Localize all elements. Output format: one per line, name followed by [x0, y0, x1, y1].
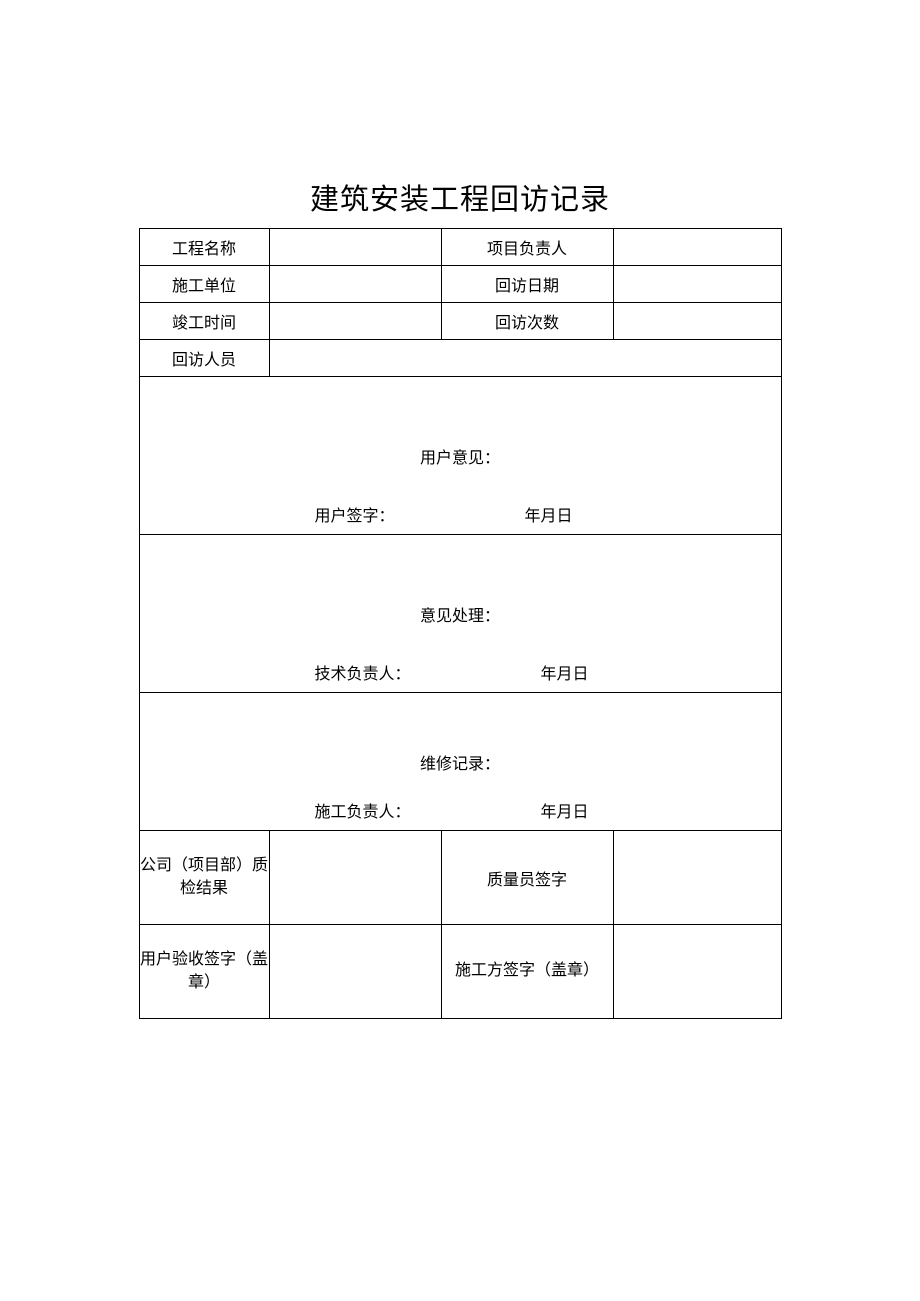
label-quality-signature: 质量员签字: [441, 831, 613, 925]
label-project-manager: 项目负责人: [441, 229, 613, 266]
label-project-name: 工程名称: [139, 229, 269, 266]
document-title: 建筑安装工程回访记录: [0, 176, 920, 218]
value-project-name: [269, 229, 441, 266]
section-maintenance-record: 维修记录： 施工负责人： 年月日: [139, 693, 781, 831]
label-opinion-handling: 意见处理：: [140, 602, 781, 626]
section-user-opinion: 用户意见： 用户签字： 年月日: [139, 377, 781, 535]
table-row: 公司（项目部）质检结果 质量员签字: [139, 831, 781, 925]
label-visit-personnel: 回访人员: [139, 340, 269, 377]
table-row: 用户验收签字（盖章） 施工方签字（盖章）: [139, 925, 781, 1019]
label-date: 年月日: [411, 660, 589, 684]
label-qc-result: 公司（项目部）质检结果: [139, 831, 269, 925]
label-tech-manager-signature: 技术负责人：: [140, 660, 411, 684]
label-user-opinion: 用户意见：: [140, 444, 781, 468]
table-row: 竣工时间 回访次数: [139, 303, 781, 340]
signature-line: 施工负责人： 年月日: [140, 798, 781, 822]
value-quality-signature: [613, 831, 781, 925]
label-date: 年月日: [411, 798, 589, 822]
table-row: 维修记录： 施工负责人： 年月日: [139, 693, 781, 831]
value-visit-date: [613, 266, 781, 303]
label-user-signature: 用户签字：: [140, 502, 395, 526]
label-visit-date: 回访日期: [441, 266, 613, 303]
value-user-acceptance-signature: [269, 925, 441, 1019]
label-visit-count: 回访次数: [441, 303, 613, 340]
signature-line: 用户签字： 年月日: [140, 502, 781, 526]
label-date: 年月日: [395, 502, 573, 526]
label-contractor-signature: 施工方签字（盖章）: [441, 925, 613, 1019]
value-qc-result: [269, 831, 441, 925]
value-visit-count: [613, 303, 781, 340]
value-project-manager: [613, 229, 781, 266]
label-maintenance-record: 维修记录：: [140, 750, 781, 774]
value-visit-personnel: [269, 340, 781, 377]
label-completion-time: 竣工时间: [139, 303, 269, 340]
table-row: 施工单位 回访日期: [139, 266, 781, 303]
table-row: 用户意见： 用户签字： 年月日: [139, 377, 781, 535]
form-table: 工程名称 项目负责人 施工单位 回访日期 竣工时间 回访次数 回访人员 用户意见…: [139, 228, 782, 1019]
value-construction-unit: [269, 266, 441, 303]
label-construction-unit: 施工单位: [139, 266, 269, 303]
label-user-acceptance-signature: 用户验收签字（盖章）: [139, 925, 269, 1019]
table-row: 工程名称 项目负责人: [139, 229, 781, 266]
value-completion-time: [269, 303, 441, 340]
value-contractor-signature: [613, 925, 781, 1019]
section-opinion-handling: 意见处理： 技术负责人： 年月日: [139, 535, 781, 693]
table-row: 回访人员: [139, 340, 781, 377]
signature-line: 技术负责人： 年月日: [140, 660, 781, 684]
table-row: 意见处理： 技术负责人： 年月日: [139, 535, 781, 693]
label-construction-manager-signature: 施工负责人：: [140, 798, 411, 822]
